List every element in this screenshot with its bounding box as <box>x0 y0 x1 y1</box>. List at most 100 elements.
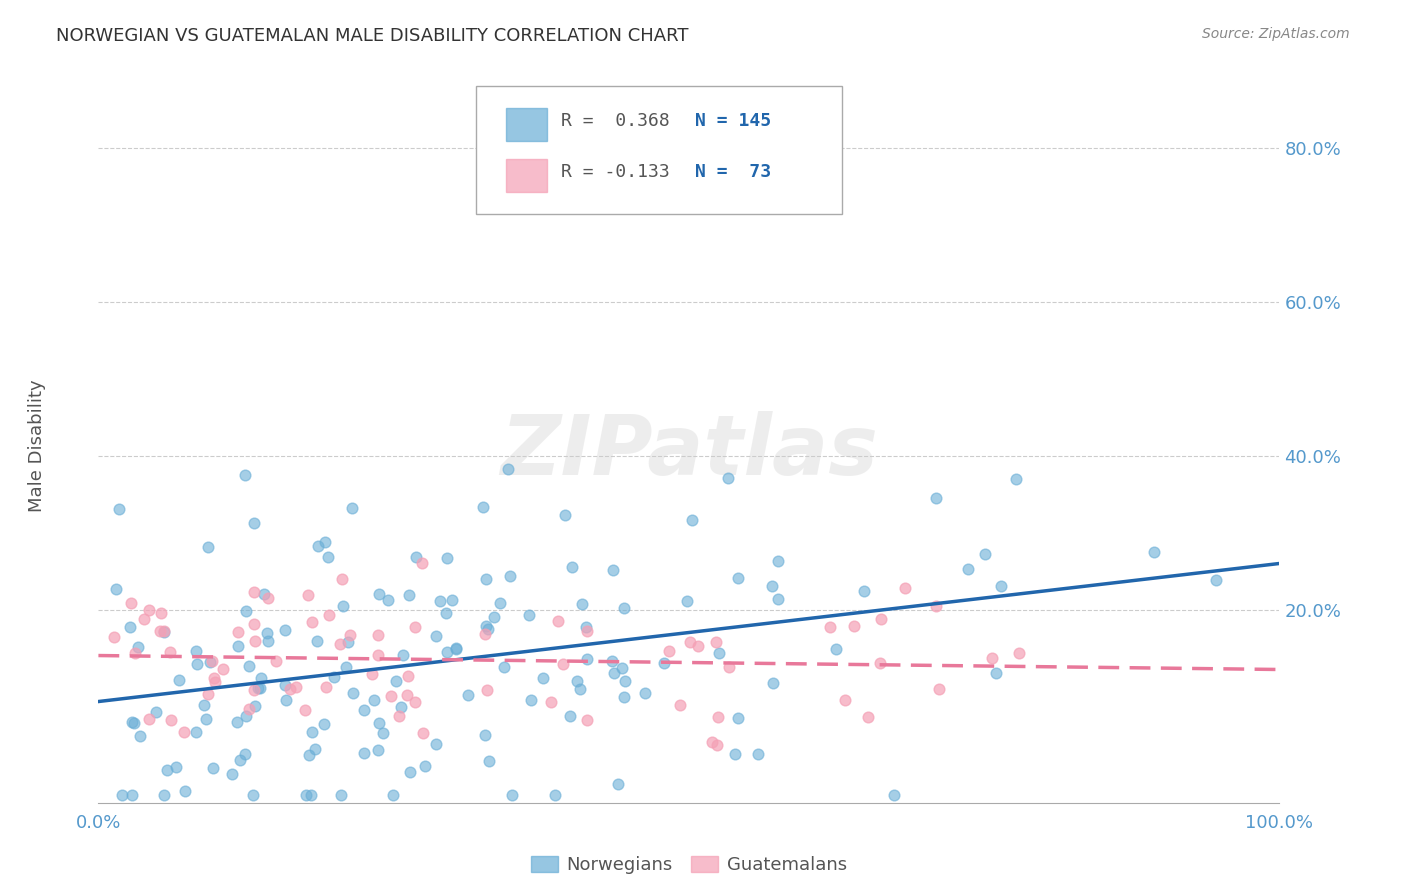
Point <box>477 622 499 636</box>
Point <box>925 491 948 506</box>
Point <box>249 672 271 686</box>
Point <box>340 501 363 516</box>
Text: N = 145: N = 145 <box>695 112 770 130</box>
Point <box>186 657 208 672</box>
Point <box>956 562 979 576</box>
Point <box>517 608 540 623</box>
FancyBboxPatch shape <box>477 86 842 214</box>
Point <box>614 674 637 689</box>
Point <box>425 629 447 643</box>
Point <box>301 615 323 630</box>
Point <box>284 680 307 694</box>
Point <box>391 648 413 662</box>
Point <box>380 690 402 704</box>
Text: NORWEGIAN VS GUATEMALAN MALE DISABILITY CORRELATION CHART: NORWEGIAN VS GUATEMALAN MALE DISABILITY … <box>56 27 689 45</box>
Text: Source: ZipAtlas.com: Source: ZipAtlas.com <box>1202 27 1350 41</box>
Point <box>121 788 143 802</box>
Point <box>329 637 352 651</box>
Point <box>201 654 224 668</box>
Point <box>540 695 562 709</box>
Point <box>193 698 215 712</box>
Point <box>766 554 789 568</box>
Point <box>159 645 181 659</box>
Point <box>441 593 464 607</box>
Point <box>893 581 915 595</box>
Point <box>120 596 142 610</box>
Point <box>301 724 323 739</box>
Point <box>551 657 574 671</box>
Point <box>679 635 702 649</box>
Point <box>153 625 176 640</box>
Point <box>600 654 623 668</box>
Point <box>429 594 451 608</box>
Point <box>184 644 207 658</box>
Point <box>249 681 271 695</box>
Point <box>686 639 709 653</box>
Point <box>700 735 723 749</box>
Point <box>118 620 141 634</box>
Point <box>129 729 152 743</box>
Point <box>603 665 626 680</box>
Point <box>294 703 316 717</box>
Point <box>238 658 260 673</box>
Point <box>297 588 319 602</box>
Point <box>717 660 740 674</box>
Point <box>377 593 399 607</box>
Point <box>986 665 1008 680</box>
Point <box>990 579 1012 593</box>
Point <box>243 617 266 632</box>
Text: Male Disability: Male Disability <box>28 380 46 512</box>
Point <box>318 607 340 622</box>
Point <box>342 686 364 700</box>
Point <box>132 612 155 626</box>
Point <box>396 669 419 683</box>
Point <box>201 761 224 775</box>
Point <box>404 695 426 709</box>
Text: R = -0.133: R = -0.133 <box>561 163 671 181</box>
Point <box>353 703 375 717</box>
Point <box>367 627 389 641</box>
Point <box>654 656 676 670</box>
Point <box>576 652 599 666</box>
Point <box>727 571 749 585</box>
Point <box>233 468 256 483</box>
Point <box>314 535 336 549</box>
Point <box>243 633 266 648</box>
Point <box>856 710 879 724</box>
Point <box>499 569 522 583</box>
Point <box>681 513 703 527</box>
Point <box>385 673 408 688</box>
Point <box>233 747 256 761</box>
Point <box>153 624 176 639</box>
Point <box>361 667 384 681</box>
Point <box>235 604 257 618</box>
Point <box>474 618 496 632</box>
Point <box>412 726 434 740</box>
Point <box>398 765 420 780</box>
Point <box>156 763 179 777</box>
Point <box>395 688 418 702</box>
Point <box>762 675 785 690</box>
Point <box>323 670 346 684</box>
Text: ZIPatlas: ZIPatlas <box>501 411 877 492</box>
Point <box>706 738 728 752</box>
Point <box>869 656 891 670</box>
Point <box>295 788 318 802</box>
Legend: Norwegians, Guatemalans: Norwegians, Guatemalans <box>523 849 855 881</box>
Point <box>367 648 389 662</box>
Point <box>212 662 235 676</box>
Point <box>138 603 160 617</box>
Point <box>238 702 260 716</box>
Point <box>149 624 172 638</box>
Point <box>274 678 297 692</box>
Point <box>613 690 636 704</box>
Point <box>610 661 633 675</box>
Point <box>434 606 457 620</box>
Point <box>353 746 375 760</box>
Point <box>121 714 143 729</box>
FancyBboxPatch shape <box>506 159 547 192</box>
Point <box>149 606 172 620</box>
Point <box>472 500 495 515</box>
Point <box>398 589 420 603</box>
Point <box>1143 544 1166 558</box>
